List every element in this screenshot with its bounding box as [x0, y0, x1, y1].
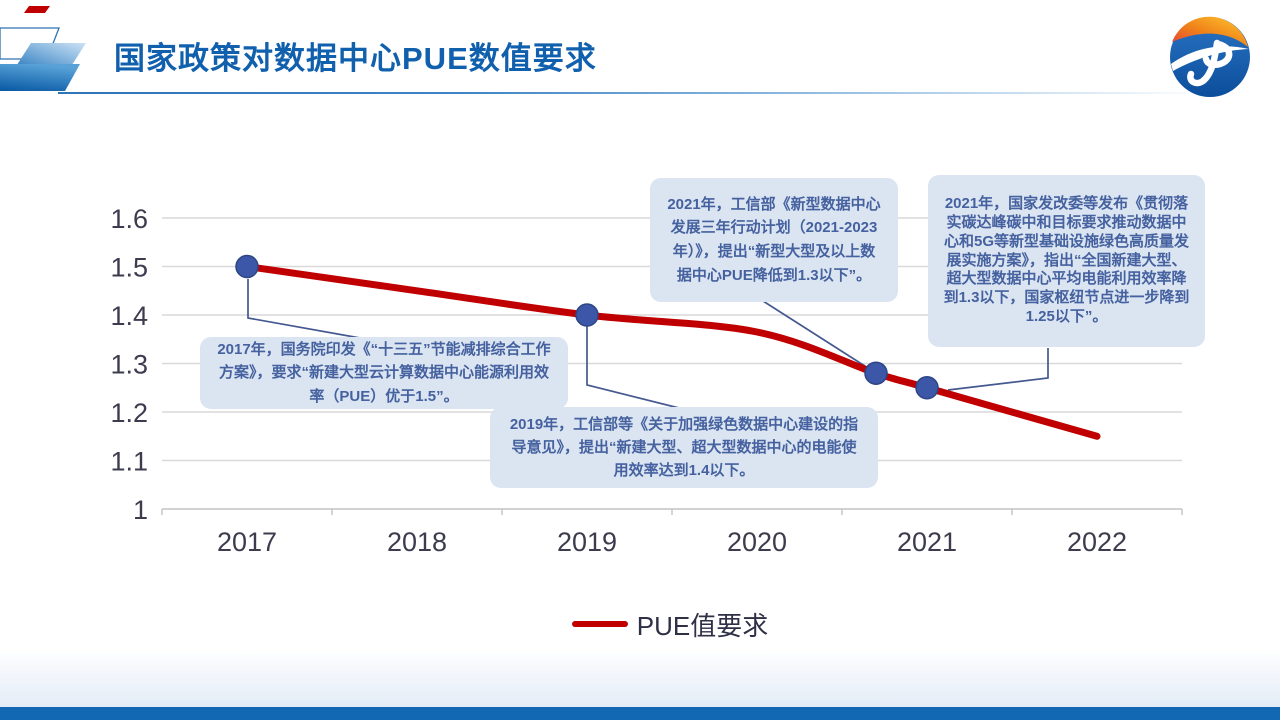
mid-blue-shape	[15, 43, 86, 68]
data-point-marker	[864, 361, 888, 385]
callout-connector	[762, 300, 869, 369]
y-axis-label: 1.1	[110, 447, 148, 477]
callout-policy-2017-text: 2017年，国务院印发《“十三五”节能减排综合工作方案》，要求“新建大型云计算数…	[217, 341, 551, 405]
callout-policy-2019-text: 2019年，工信部等《关于加强绿色数据中心建设的指导意见》，提出“新建大型、超大…	[509, 415, 859, 480]
x-axis-label: 2018	[387, 527, 447, 557]
y-axis-label: 1	[133, 495, 148, 525]
callout-connector	[247, 279, 361, 339]
callout-connector	[586, 326, 684, 410]
x-axis-label: 2020	[727, 527, 787, 557]
legend-line-swatch	[571, 621, 628, 627]
footer-gradient	[0, 649, 1280, 707]
data-point-marker	[235, 254, 259, 279]
callout-policy-2017: 2017年，国务院印发《“十三五”节能减排综合工作方案》，要求“新建大型云计算数…	[200, 337, 568, 409]
x-axis-label: 2017	[217, 527, 277, 557]
callout-policy-2021-miit: 2021年，工信部《新型数据中心发展三年行动计划（2021-2023年）》，提出…	[650, 178, 898, 302]
title-underline	[58, 92, 1203, 95]
x-axis-label: 2021	[897, 527, 957, 557]
y-axis-label: 1.6	[110, 204, 148, 234]
corner-decoration	[0, 6, 86, 91]
company-logo-icon	[1170, 16, 1250, 97]
footer-bar	[0, 707, 1280, 720]
x-axis-label: 2019	[557, 527, 617, 557]
chart-legend: PUE值要求	[30, 608, 1280, 641]
big-blue-shape	[0, 64, 80, 91]
legend-label: PUE值要求	[636, 610, 769, 641]
x-axis-label: 2022	[1067, 527, 1127, 557]
data-point-marker	[575, 303, 599, 327]
y-axis-label: 1.5	[110, 253, 148, 283]
y-axis-label: 1.3	[110, 350, 148, 380]
callout-policy-2021-ndrc-text: 2021年，国家发改委等发布《贯彻落实碳达峰碳中和目标要求推动数据中心和5G等新…	[943, 194, 1190, 326]
callout-policy-2019: 2019年，工信部等《关于加强绿色数据中心建设的指导意见》，提出“新建大型、超大…	[490, 407, 878, 488]
page-title: 国家政策对数据中心PUE数值要求	[114, 41, 597, 76]
data-point-marker	[915, 376, 939, 400]
callout-policy-2021-ndrc: 2021年，国家发改委等发布《贯彻落实碳达峰碳中和目标要求推动数据中心和5G等新…	[928, 175, 1205, 347]
y-axis-label: 1.2	[110, 398, 148, 428]
red-accent-shape	[24, 6, 50, 13]
y-axis-label: 1.4	[110, 301, 148, 331]
callout-connector	[947, 348, 1049, 391]
callout-policy-2021-miit-text: 2021年，工信部《新型数据中心发展三年行动计划（2021-2023年）》，提出…	[667, 195, 881, 284]
